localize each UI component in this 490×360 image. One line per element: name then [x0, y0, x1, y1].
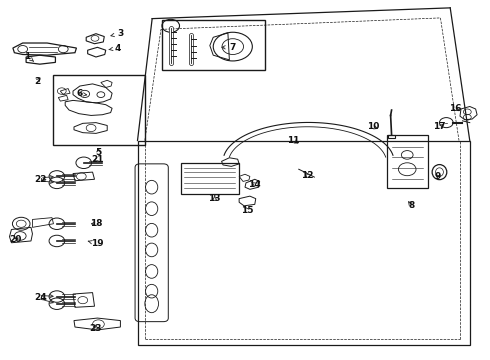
Text: 9: 9: [435, 172, 441, 181]
Text: 23: 23: [90, 324, 102, 333]
Text: 4: 4: [109, 44, 121, 53]
Text: 5: 5: [95, 148, 101, 157]
Text: 1: 1: [24, 52, 33, 61]
Text: 3: 3: [111, 29, 123, 38]
Text: 20: 20: [9, 235, 22, 244]
Bar: [180, 163, 239, 194]
Bar: [53, 75, 146, 145]
Text: 21: 21: [91, 155, 104, 164]
Text: 18: 18: [90, 219, 102, 228]
Text: 15: 15: [241, 206, 254, 215]
Text: 12: 12: [301, 171, 314, 180]
Text: 14: 14: [248, 180, 261, 189]
Text: 13: 13: [208, 194, 221, 203]
Text: 24: 24: [34, 293, 47, 302]
Bar: [387, 135, 428, 188]
Text: 22: 22: [34, 175, 47, 184]
Text: 11: 11: [287, 136, 299, 145]
Text: 16: 16: [449, 104, 462, 113]
Text: 8: 8: [408, 201, 414, 210]
Text: 6: 6: [77, 89, 87, 98]
Text: 2: 2: [34, 77, 41, 86]
Text: 17: 17: [433, 122, 446, 131]
Text: 10: 10: [367, 122, 379, 131]
Text: 7: 7: [222, 43, 236, 52]
Text: 19: 19: [88, 239, 104, 248]
Bar: [162, 20, 265, 69]
